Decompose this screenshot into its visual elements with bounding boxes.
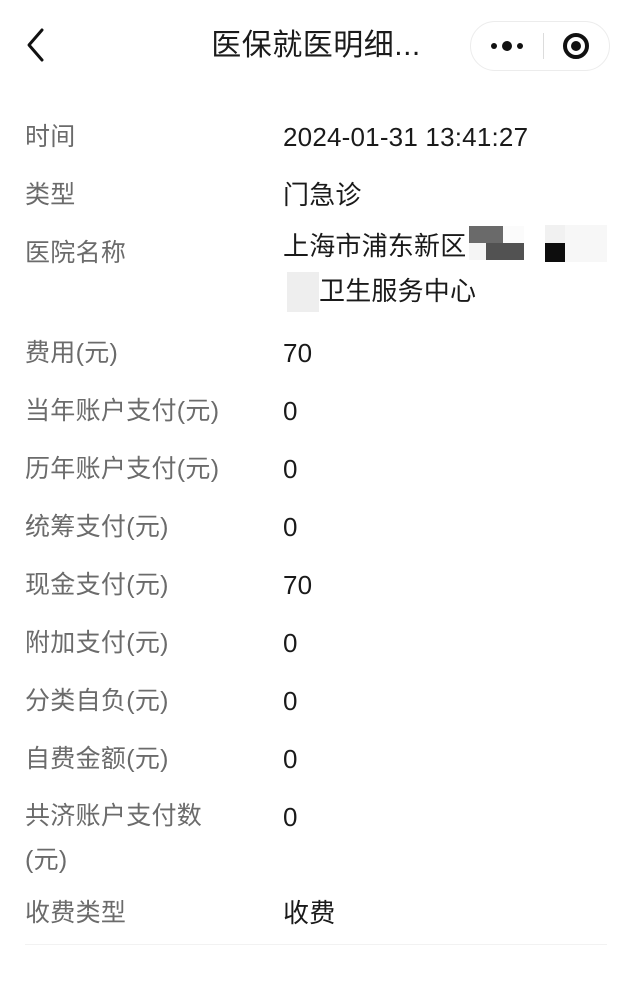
row-value-hospital-name: 上海市浦东新区 卫生服务中心 : bbox=[283, 224, 614, 314]
target-circle-icon bbox=[563, 33, 590, 59]
row-label-type: 类型 bbox=[25, 181, 76, 209]
table-row: 统筹支付(元) 0 bbox=[0, 498, 632, 556]
hospital-name-line-1: 上海市浦东新区 bbox=[283, 231, 467, 261]
table-row: 类型 门急诊 bbox=[0, 166, 632, 224]
row-value-self-paid-amount: 0 bbox=[283, 744, 298, 774]
row-label-pooled-fund-payment: 统筹支付(元) bbox=[25, 513, 169, 541]
table-row: 当年账户支付(元) 0 bbox=[0, 382, 632, 440]
row-value-current-year-account-payment: 0 bbox=[283, 396, 298, 426]
mini-program-capsule bbox=[470, 21, 610, 71]
row-label-current-year-account-payment: 当年账户支付(元) bbox=[25, 397, 220, 425]
hospital-name-line-2: 卫生服务中心 bbox=[319, 276, 477, 306]
row-label-self-paid-amount: 自费金额(元) bbox=[25, 745, 169, 773]
bottom-divider bbox=[25, 944, 607, 945]
row-value-classified-self-pay: 0 bbox=[283, 686, 298, 716]
row-label-time: 时间 bbox=[25, 123, 76, 151]
row-label-previous-years-account-payment: 历年账户支付(元) bbox=[25, 455, 220, 483]
row-label-hospital-name: 医院名称 bbox=[25, 239, 127, 267]
row-label-additional-payment: 附加支付(元) bbox=[25, 629, 169, 657]
chevron-left-icon bbox=[27, 28, 44, 62]
detail-list: 时间 2024-01-31 13:41:27 类型 门急诊 医院名称 上海市浦东… bbox=[0, 108, 632, 946]
clipped-text: : bbox=[613, 230, 614, 258]
row-value-total-fee: 70 bbox=[283, 338, 313, 368]
back-button[interactable] bbox=[8, 14, 64, 76]
row-value-type: 门急诊 bbox=[283, 180, 362, 210]
row-value-previous-years-account-payment: 0 bbox=[283, 454, 298, 484]
more-dots-icon bbox=[516, 43, 523, 49]
row-label-mutual-aid-account-payment: 共济账户支付数 (元) bbox=[25, 788, 283, 882]
row-label-total-fee: 费用(元) bbox=[25, 339, 119, 367]
table-row: 现金支付(元) 70 bbox=[0, 556, 632, 614]
table-row: 收费类型 收费 bbox=[0, 884, 632, 946]
row-label-classified-self-pay: 分类自负(元) bbox=[25, 687, 169, 715]
table-row: 附加支付(元) 0 bbox=[0, 614, 632, 672]
row-value-pooled-fund-payment: 0 bbox=[283, 512, 298, 542]
row-value-charge-type: 收费 bbox=[283, 898, 336, 928]
row-label-line-2: (元) bbox=[25, 846, 68, 874]
table-row: 医院名称 上海市浦东新区 卫生服务中心 : bbox=[0, 224, 632, 324]
row-value-time: 2024-01-31 13:41:27 bbox=[283, 122, 529, 152]
more-menu-button[interactable] bbox=[471, 22, 543, 70]
table-row: 共济账户支付数 (元) 0 bbox=[0, 788, 632, 884]
row-label-cash-payment: 现金支付(元) bbox=[25, 571, 169, 599]
target-core bbox=[571, 41, 582, 51]
capsule-divider bbox=[542, 33, 544, 59]
row-value-cash-payment: 70 bbox=[283, 570, 313, 600]
row-label-charge-type: 收费类型 bbox=[25, 899, 127, 927]
table-row: 时间 2024-01-31 13:41:27 bbox=[0, 108, 632, 166]
row-value-additional-payment: 0 bbox=[283, 628, 298, 658]
table-row: 自费金额(元) 0 bbox=[0, 730, 632, 788]
table-row: 历年账户支付(元) 0 bbox=[0, 440, 632, 498]
more-dots-icon bbox=[490, 43, 497, 49]
more-dots-icon bbox=[501, 41, 512, 51]
row-label-line-1: 共济账户支付数 bbox=[25, 802, 203, 830]
close-button[interactable] bbox=[544, 22, 610, 70]
row-value-mutual-aid-account-payment: 0 bbox=[283, 802, 298, 832]
table-row: 费用(元) 70 bbox=[0, 324, 632, 382]
table-row: 分类自负(元) 0 bbox=[0, 672, 632, 730]
navigation-bar: 医保就医明细... bbox=[0, 0, 632, 92]
